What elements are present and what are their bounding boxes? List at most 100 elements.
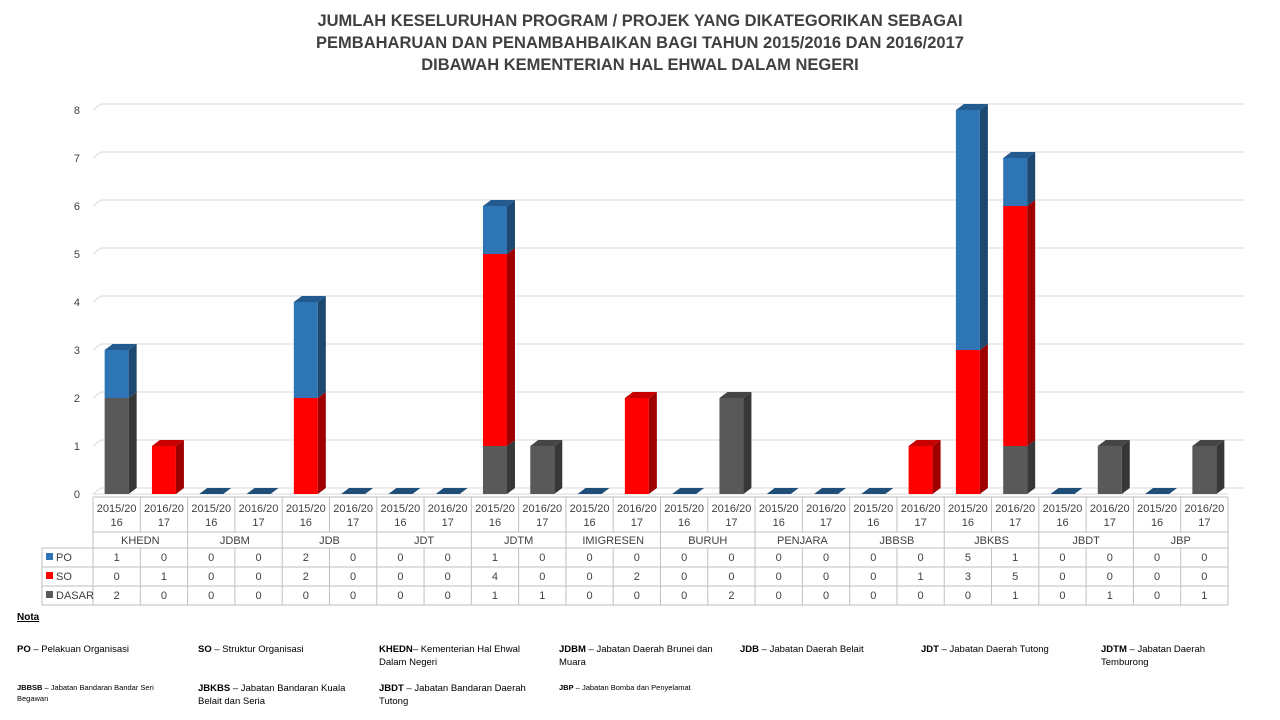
- data-table-value: 0: [397, 590, 403, 602]
- data-table-value: 0: [870, 590, 876, 602]
- data-table-value: 0: [1154, 590, 1160, 602]
- note-jbbsb: JBBSB – Jabatan Bandaran Bandar Seri Beg…: [17, 682, 177, 704]
- bar-top-cap: [1145, 488, 1178, 494]
- bar-top-cap: [246, 488, 279, 494]
- bar-side-dasar: [743, 392, 752, 494]
- bar-top-cap: [624, 392, 657, 398]
- data-table-value: 0: [634, 552, 640, 564]
- note-jdtm: JDTM – Jabatan Daerah Temburong: [1101, 643, 1251, 669]
- data-table-value: 0: [445, 552, 451, 564]
- data-table-value: 2: [303, 552, 309, 564]
- data-table-value: 5: [965, 552, 971, 564]
- data-table-value: 2: [634, 571, 640, 583]
- bar-side-so: [648, 392, 657, 494]
- bar-side-dasar: [554, 440, 563, 494]
- note-abbr: JDBM: [559, 644, 586, 655]
- gridline-diagonal: [92, 391, 102, 399]
- data-table-value: 1: [918, 571, 924, 583]
- bar-segment-dasar: [104, 398, 129, 494]
- bar-segment-po: [104, 350, 129, 398]
- note-separator: –: [403, 683, 415, 694]
- note-text: Jabatan Bomba dan Penyelamat: [581, 683, 691, 692]
- note-abbr: JBP: [559, 683, 574, 692]
- bar-side-dasar: [128, 392, 137, 494]
- bar-top-cap: [672, 488, 705, 494]
- group-label: KHEDN: [121, 535, 160, 547]
- x-tick-label: 2016/20: [901, 503, 941, 515]
- data-table-value: 0: [1059, 590, 1065, 602]
- x-tick-label: 2016/20: [1184, 503, 1224, 515]
- note-text: Struktur Organisasi: [222, 644, 304, 655]
- data-table-value: 0: [587, 590, 593, 602]
- stacked-bar-chart: 0123456782015/20162016/20172015/20162016…: [41, 103, 1244, 606]
- x-tick-label: 2016/20: [617, 503, 657, 515]
- bar-top-cap: [955, 104, 988, 110]
- bar-segment-so: [624, 398, 649, 494]
- data-table-value: 0: [1154, 552, 1160, 564]
- x-tick-label: 16: [205, 517, 217, 529]
- bar-top-cap: [104, 344, 137, 350]
- x-tick-label: 2016/20: [806, 503, 846, 515]
- data-table-value: 0: [681, 590, 687, 602]
- legend-label: DASAR: [56, 590, 94, 602]
- data-table-value: 0: [255, 552, 261, 564]
- bar-top-cap: [1097, 440, 1130, 446]
- data-table-value: 0: [776, 571, 782, 583]
- x-tick-label: 2016/20: [1090, 503, 1130, 515]
- data-table-value: 0: [918, 590, 924, 602]
- note-text: Pelakuan Organisasi: [41, 644, 129, 655]
- data-table-value: 1: [1201, 590, 1207, 602]
- bar-segment-dasar: [719, 398, 744, 494]
- bar-top-cap: [861, 488, 894, 494]
- note-text: Jabatan Daerah Brunei dan Muara: [559, 644, 713, 668]
- bar-side-so: [175, 440, 184, 494]
- gridline-diagonal: [92, 103, 102, 111]
- note-jdbm: JDBM – Jabatan Daerah Brunei dan Muara: [559, 643, 724, 669]
- note-so: SO – Struktur Organisasi: [198, 643, 368, 656]
- note-text: Jabatan Daerah Tutong: [949, 644, 1049, 655]
- data-table-value: 1: [492, 552, 498, 564]
- data-table-value: 0: [255, 571, 261, 583]
- note-jbp: JBP – Jabatan Bomba dan Penyelamat: [559, 682, 759, 693]
- bar-top-cap: [199, 488, 232, 494]
- note-abbr: JBKBS: [198, 683, 231, 694]
- y-tick-label: 1: [74, 441, 80, 453]
- data-table-value: 0: [1154, 571, 1160, 583]
- x-tick-label: 16: [583, 517, 595, 529]
- bar-segment-so: [482, 254, 507, 446]
- data-table-value: 5: [1012, 571, 1018, 583]
- data-table-value: 0: [823, 571, 829, 583]
- note-separator: –: [42, 683, 51, 692]
- data-table-value: 0: [208, 590, 214, 602]
- x-tick-label: 17: [1198, 517, 1210, 529]
- data-table-value: 0: [255, 590, 261, 602]
- data-table-value: 1: [1012, 590, 1018, 602]
- bar-top-cap: [341, 488, 374, 494]
- bar-segment-so: [955, 350, 980, 494]
- note-abbr: JBBSB: [17, 683, 43, 692]
- gridline-diagonal: [92, 151, 102, 159]
- x-tick-label: 2015/20: [948, 503, 988, 515]
- bar-top-cap: [908, 440, 941, 446]
- data-table-value: 0: [208, 552, 214, 564]
- data-table-value: 1: [539, 590, 545, 602]
- note-text: Jabatan Bandaran Daerah Tutong: [379, 683, 526, 707]
- legend-label: SO: [56, 571, 72, 583]
- data-table-value: 0: [445, 571, 451, 583]
- bar-side-dasar: [506, 440, 515, 494]
- bar-top-cap: [435, 488, 468, 494]
- x-tick-label: 17: [725, 517, 737, 529]
- group-label: JDB: [319, 535, 340, 547]
- data-table-value: 1: [114, 552, 120, 564]
- bar-side-po: [128, 344, 137, 398]
- group-label: BURUH: [688, 535, 727, 547]
- data-table-value: 0: [208, 571, 214, 583]
- note-jdt: JDT – Jabatan Daerah Tutong: [921, 643, 1091, 656]
- bar-top-cap: [814, 488, 847, 494]
- group-label: JBBSB: [880, 535, 915, 547]
- group-label: PENJARA: [777, 535, 828, 547]
- note-text: Jabatan Bandaran Kuala Belait dan Seria: [198, 683, 346, 707]
- x-tick-label: 2015/20: [381, 503, 421, 515]
- bar-side-po: [506, 200, 515, 254]
- note-text: Jabatan Bandaran Bandar Seri Begawan: [17, 683, 154, 703]
